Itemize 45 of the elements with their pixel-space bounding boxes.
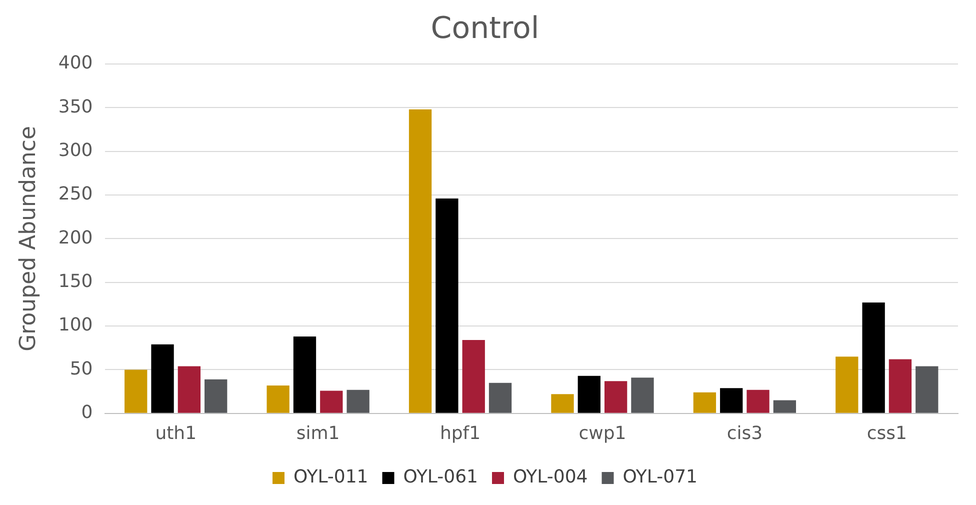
legend-label: OYL-011: [294, 466, 368, 488]
chart-title: Control: [430, 10, 540, 46]
bar: [151, 344, 174, 413]
bar: [436, 198, 458, 413]
bar: [346, 390, 370, 413]
bar: [604, 381, 628, 413]
legend-label: OYL-004: [513, 466, 588, 488]
bar: [551, 394, 574, 413]
x-tick-label: uth1: [155, 422, 197, 444]
y-tick-label: 50: [70, 358, 93, 380]
bar: [631, 378, 654, 413]
x-tick-label: cwp1: [578, 422, 626, 444]
bar: [693, 392, 716, 413]
bar: [888, 359, 912, 413]
y-tick-label: 350: [58, 96, 93, 118]
y-tick-label: 300: [58, 140, 93, 162]
x-tick-label: css1: [866, 422, 907, 444]
y-axis-title: Grouped Abundance: [16, 126, 41, 352]
x-tick-label: hpf1: [440, 422, 481, 444]
y-tick-label: 100: [58, 314, 93, 336]
x-tick-label: cis3: [726, 422, 763, 444]
bar: [488, 382, 512, 413]
bar: [862, 302, 885, 413]
bar: [720, 388, 743, 413]
legend-label: OYL-071: [622, 466, 698, 488]
bar: [124, 370, 148, 413]
bar: [773, 400, 796, 413]
bar: [178, 366, 201, 413]
y-tick-label: 150: [58, 271, 93, 292]
y-tick-label: 250: [58, 184, 93, 205]
bar: [204, 379, 228, 413]
y-tick-label: 200: [58, 227, 93, 248]
bar: [320, 390, 343, 413]
bar: [293, 336, 316, 413]
bar: [462, 340, 485, 413]
x-tick-label: sim1: [296, 422, 340, 444]
bar: [746, 390, 770, 413]
legend-label: OYL-061: [403, 466, 478, 488]
bar: [266, 385, 290, 413]
bar: [408, 109, 432, 413]
y-tick-label: 0: [81, 402, 93, 424]
bar: [916, 366, 938, 413]
bar: [578, 376, 600, 413]
bar: [836, 356, 858, 413]
y-tick-label: 400: [58, 52, 93, 74]
